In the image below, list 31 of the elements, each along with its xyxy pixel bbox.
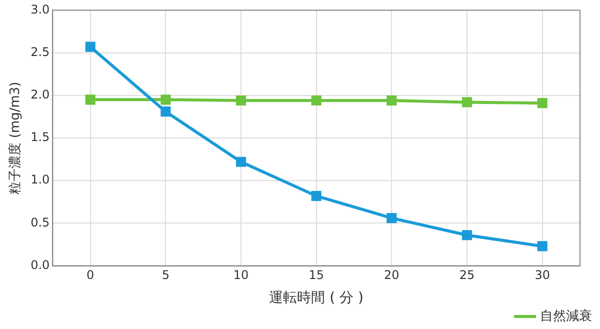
- y-tick-label: 3.0: [30, 2, 50, 16]
- point: [462, 97, 472, 108]
- y-tick-label: 0.0: [30, 258, 50, 272]
- point: [160, 94, 171, 105]
- legend-label: 自然減衰: [539, 308, 592, 325]
- y-tick-label: 0.5: [30, 215, 50, 230]
- x-tick-label: 20: [384, 268, 400, 282]
- x-tick-label: 5: [162, 268, 170, 282]
- point: [311, 190, 322, 201]
- y-tick-label: 1.0: [30, 172, 50, 187]
- x-tick-label: 10: [233, 268, 249, 282]
- y-tick-label: 1.5: [30, 130, 50, 144]
- y-axis-title: 粒子濃度 (mg/m3): [7, 82, 24, 194]
- point: [85, 94, 96, 105]
- point: [236, 156, 246, 167]
- x-tick-label: 25: [459, 268, 475, 282]
- x-tick-label: 15: [308, 268, 324, 282]
- point: [537, 241, 548, 252]
- x-tick-label: 30: [534, 268, 550, 282]
- point: [537, 98, 548, 108]
- point: [160, 106, 171, 117]
- point: [462, 230, 472, 240]
- point: [311, 95, 322, 106]
- x-tick-label: 0: [86, 268, 94, 282]
- x-axis-title: 運転時間 ( 分 ): [269, 290, 364, 306]
- point: [386, 95, 397, 106]
- y-tick-label: 2.5: [30, 44, 50, 59]
- point: [236, 95, 246, 106]
- point: [85, 42, 96, 52]
- point: [386, 213, 397, 224]
- y-tick-label: 2.0: [30, 88, 50, 102]
